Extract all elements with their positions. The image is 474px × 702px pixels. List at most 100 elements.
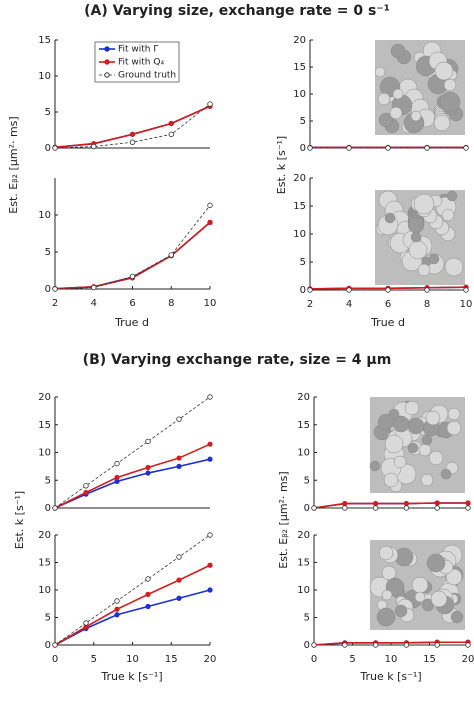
data-point: [307, 145, 313, 151]
inset-sphere: [407, 216, 425, 234]
x-axis-label: True d: [114, 316, 149, 329]
y-tick-label: 20: [297, 392, 310, 403]
y-tick-label: 5: [300, 116, 306, 127]
x-tick-label: 6: [385, 299, 391, 310]
x-tick-label: 20: [204, 654, 217, 665]
inset-sphere: [407, 417, 425, 435]
data-point: [52, 642, 58, 648]
y-tick-label: 15: [38, 420, 51, 431]
series-line: [54, 458, 211, 509]
data-point: [207, 101, 213, 107]
inset-sphere: [446, 190, 458, 202]
y-tick-label: 5: [45, 613, 51, 624]
data-point: [346, 287, 352, 293]
data-point: [168, 252, 174, 258]
data-point: [403, 500, 409, 507]
inset-sphere: [417, 263, 431, 277]
legend-label: Ground truth: [118, 71, 176, 81]
data-point: [463, 145, 469, 151]
data-point: [114, 612, 120, 618]
y-tick-label: 0: [300, 143, 306, 154]
y-tick-label: 20: [38, 530, 51, 541]
inset-sphere: [414, 591, 426, 603]
inset-sphere: [413, 193, 435, 215]
data-point: [114, 598, 120, 604]
data-point: [434, 642, 440, 648]
y-tick-label: 5: [304, 613, 310, 624]
legend-marker: [104, 59, 110, 65]
x-tick-label: 8: [424, 299, 430, 310]
data-point: [114, 460, 120, 467]
data-point: [403, 505, 410, 511]
data-point: [463, 287, 469, 293]
data-point: [176, 554, 182, 560]
x-tick-label: 5: [91, 654, 97, 665]
x-tick-label: 20: [462, 654, 474, 665]
x-tick-label: 8: [168, 298, 174, 309]
data-point: [207, 562, 213, 568]
data-point: [342, 500, 348, 507]
data-point: [129, 139, 136, 145]
y-tick-label: 15: [297, 558, 310, 569]
y-tick-label: 0: [45, 640, 51, 651]
y-tick-label: 10: [293, 229, 306, 240]
data-point: [52, 286, 58, 292]
y-tick-label: 20: [297, 530, 310, 541]
data-point: [83, 483, 89, 489]
x-tick-label: 2: [52, 298, 58, 309]
inset-sphere: [418, 443, 432, 457]
inset-sphere: [425, 410, 441, 426]
x-tick-label: 0: [311, 654, 317, 665]
legend-marker: [104, 46, 110, 52]
inset-sphere: [393, 455, 407, 469]
x-tick-label: 2: [307, 299, 313, 310]
y-tick-label: 5: [45, 475, 51, 486]
y-tick-label: 20: [38, 392, 51, 403]
y-axis-label: Est. Eᵦ₂ [μm²· ms]: [277, 471, 290, 568]
y-tick-label: 5: [300, 257, 306, 268]
data-point: [145, 464, 151, 471]
data-point: [403, 642, 410, 648]
data-point: [207, 394, 213, 400]
inset-sphere: [444, 257, 464, 277]
data-point: [129, 131, 136, 137]
x-tick-label: 4: [91, 298, 97, 309]
data-point: [434, 505, 440, 511]
inset-sphere: [433, 114, 451, 132]
inset-sphere: [392, 415, 410, 433]
data-point: [91, 284, 97, 291]
data-point: [176, 463, 182, 469]
data-point: [434, 500, 440, 506]
y-tick-label: 0: [304, 640, 310, 651]
inset-sphere: [440, 468, 452, 480]
inset-sphere: [410, 110, 422, 122]
inset-sphere: [389, 106, 403, 120]
inset-sphere: [434, 61, 454, 81]
x-axis-label: True k [s⁻¹]: [100, 670, 162, 683]
x-tick-label: 0: [52, 654, 58, 665]
inset-sphere: [384, 434, 404, 454]
y-tick-label: 10: [297, 585, 310, 596]
y-tick-label: 10: [38, 448, 51, 459]
inset-sphere: [446, 420, 462, 436]
series-line: [313, 641, 468, 646]
inset-sphere: [408, 240, 428, 260]
y-tick-label: 0: [45, 284, 51, 295]
inset-sphere: [411, 576, 429, 594]
x-tick-label: 10: [126, 654, 139, 665]
data-point: [176, 595, 182, 601]
y-tick-label: 0: [45, 503, 51, 514]
inset-sphere: [420, 473, 434, 487]
data-point: [372, 500, 379, 507]
inset-sphere: [374, 66, 386, 78]
data-point: [342, 505, 348, 511]
panel-title: (B) Varying exchange rate, size = 4 μm: [83, 352, 392, 368]
y-tick-label: 10: [38, 210, 51, 221]
legend-label: Fit with Γ: [118, 45, 158, 55]
y-tick-label: 15: [293, 62, 306, 73]
data-point: [145, 470, 151, 476]
legend-label: Fit with Q₄: [118, 58, 164, 68]
y-tick-label: 20: [293, 35, 306, 46]
panel-title: (A) Varying size, exchange rate = 0 s⁻¹: [84, 3, 390, 19]
